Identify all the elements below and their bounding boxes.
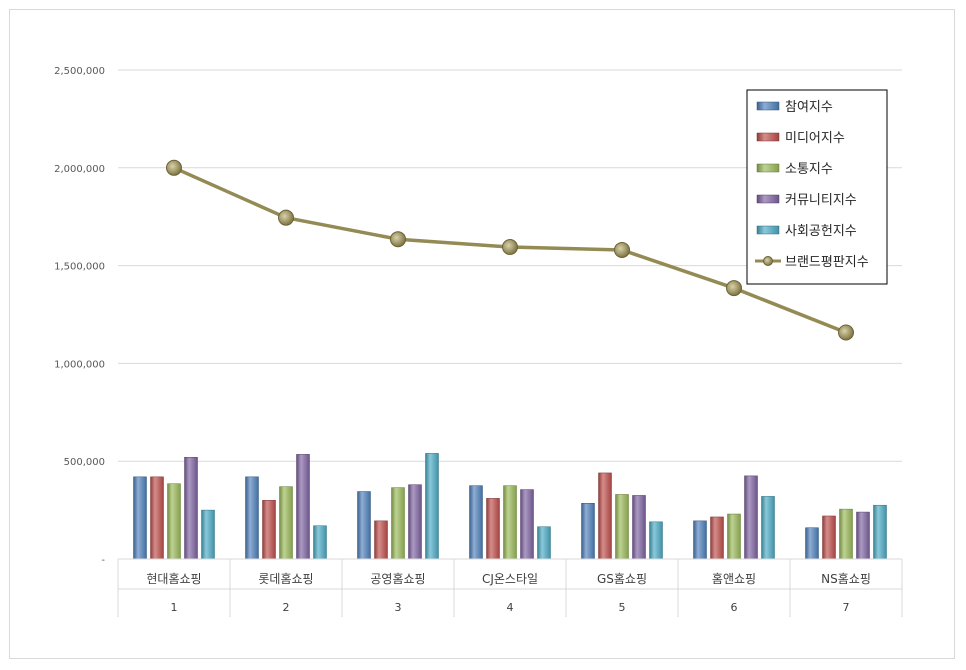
bars: [133, 453, 887, 560]
bar-3-4: [503, 485, 517, 560]
x-axis: 현대홈쇼핑 1 롯데홈쇼핑 2 공영홈쇼핑 3 CJ온스타일 4 GS홈쇼핑 5 홈앤쇼핑 6 NS홈쇼…: [117, 558, 903, 617]
bar-3-2: [279, 486, 293, 560]
bar-4-6: [744, 475, 758, 560]
bar-2-2: [262, 500, 276, 560]
legend-swatch: [756, 101, 780, 111]
x-rank-label: 3: [395, 601, 402, 614]
line-series: [166, 159, 854, 341]
legend-swatch: [756, 163, 780, 173]
line-point-1: [166, 159, 182, 176]
bar-1-6: [693, 520, 707, 560]
x-rank-label: 1: [171, 601, 178, 614]
bar-4-3: [408, 484, 422, 560]
bar-4-1: [184, 457, 198, 560]
x-rank-label: 2: [283, 601, 290, 614]
bar-3-5: [615, 494, 629, 560]
x-rank-label: 7: [843, 601, 850, 614]
x-category-label: 롯데홈쇼핑: [258, 572, 313, 586]
legend-label: 브랜드평판지수: [785, 255, 869, 270]
line-point-5: [614, 241, 630, 258]
chart: - 500,000 1,000,000 1,500,000 2,000,000 2,500…: [54, 66, 903, 617]
bar-4-5: [632, 495, 646, 560]
bar-2-4: [486, 498, 500, 560]
bar-2-1: [150, 476, 164, 560]
x-category-label: CJ온스타일: [482, 572, 538, 586]
y-axis: - 500,000 1,000,000 1,500,000 2,000,000 2,500…: [54, 66, 105, 566]
y-tick-label: 2,000,000: [54, 164, 105, 175]
line-point-7: [838, 324, 854, 341]
legend-swatch: [756, 194, 780, 204]
bar-5-7: [873, 504, 887, 560]
line-point-2: [278, 209, 294, 226]
y-tick-label: 1,000,000: [54, 359, 105, 370]
y-tick-label: -: [101, 555, 105, 566]
bar-3-3: [391, 487, 405, 560]
x-rank-label: 4: [507, 601, 514, 614]
bar-2-6: [710, 516, 724, 560]
bar-1-7: [805, 527, 819, 560]
bar-5-4: [537, 526, 551, 560]
legend-label: 미디어지수: [785, 131, 845, 146]
bar-1-5: [581, 503, 595, 560]
legend-swatch-marker: [763, 256, 773, 266]
y-tick-label: 500,000: [64, 457, 105, 468]
x-category-label: 공영홈쇼핑: [370, 572, 425, 586]
x-rank-label: 6: [731, 601, 738, 614]
bar-3-1: [167, 483, 181, 560]
legend-label: 소통지수: [785, 162, 833, 177]
y-tick-label: 1,500,000: [54, 262, 105, 273]
legend-box: [746, 89, 888, 285]
legend-label: 커뮤니티지수: [785, 193, 857, 208]
x-category-label: 현대홈쇼핑: [146, 572, 201, 586]
line-point-6: [726, 280, 742, 297]
x-category-label: GS홈쇼핑: [597, 572, 647, 586]
bar-5-2: [313, 525, 327, 560]
bar-1-1: [133, 476, 147, 560]
bar-1-4: [469, 485, 483, 560]
line-point-3: [390, 231, 406, 248]
x-category-label: NS홈쇼핑: [821, 572, 871, 586]
bar-2-3: [374, 520, 388, 560]
bar-5-3: [425, 453, 439, 560]
x-rank-label: 5: [619, 601, 626, 614]
x-category-label: 홈앤쇼핑: [712, 572, 756, 586]
y-tick-label: 2,500,000: [54, 66, 105, 77]
line-point-4: [502, 239, 518, 256]
bar-5-5: [649, 521, 663, 560]
bar-5-6: [761, 496, 775, 560]
bar-2-5: [598, 472, 612, 560]
bar-4-7: [856, 511, 870, 560]
chart-frame: - 500,000 1,000,000 1,500,000 2,000,000 2,500…: [9, 9, 955, 659]
bar-5-1: [201, 509, 215, 560]
bar-4-2: [296, 454, 310, 560]
bar-2-7: [822, 515, 836, 560]
legend-label: 참여지수: [785, 100, 833, 115]
legend-label: 사회공헌지수: [785, 224, 857, 239]
bar-4-4: [520, 489, 534, 560]
legend-swatch: [756, 132, 780, 142]
bar-1-2: [245, 476, 259, 560]
bar-1-3: [357, 491, 371, 560]
legend-swatch: [756, 225, 780, 235]
bar-3-7: [839, 508, 853, 560]
bar-3-6: [727, 513, 741, 560]
